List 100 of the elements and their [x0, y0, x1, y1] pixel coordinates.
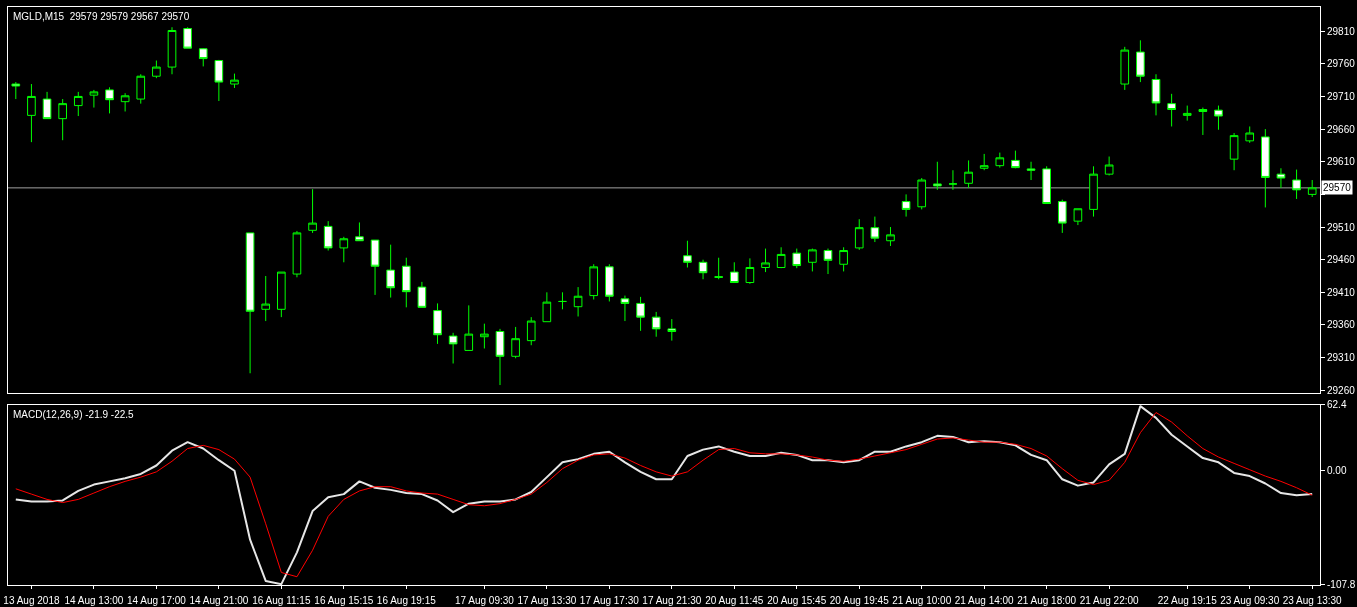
candlestick: [89, 89, 99, 109]
y-tick-label: 29360: [1327, 319, 1356, 331]
chart-title: MACD(12,26,9) -21.9 -22.5: [13, 409, 135, 420]
candlestick: [745, 257, 755, 285]
candlestick: [620, 295, 630, 322]
candlestick: [995, 152, 1005, 169]
candlestick: [152, 60, 161, 79]
candlestick: [401, 257, 411, 308]
candlestick: [433, 302, 442, 345]
candlestick: [792, 248, 802, 269]
candlestick: [73, 91, 83, 117]
candlestick: [261, 275, 271, 322]
x-tick-label: 23 Aug 13:30: [1282, 595, 1343, 606]
candlestick: [698, 259, 708, 280]
y-tick-label: 0.00: [1327, 465, 1347, 477]
x-tick-label: 16 Aug 19:15: [376, 595, 437, 606]
x-tick-label: 20 Aug 19:45: [829, 595, 890, 606]
x-tick-label: 17 Aug 17:30: [579, 595, 640, 606]
candlestick: [979, 153, 989, 171]
candlestick: [714, 257, 723, 280]
candlestick: [105, 86, 114, 114]
ref-line-label: 29570: [1323, 182, 1352, 193]
candlestick: [495, 328, 505, 386]
candlestick: [901, 193, 911, 218]
candlestick: [823, 248, 833, 275]
candlestick: [573, 286, 583, 317]
y-tick-label: 29760: [1327, 58, 1356, 70]
x-tick-label: 14 Aug 17:00: [126, 595, 187, 606]
candlestick: [589, 263, 599, 300]
y-tick-label: 62.4: [1327, 399, 1347, 411]
candlestick: [683, 240, 692, 269]
x-tick-label: 17 Aug 21:30: [642, 595, 702, 606]
candlestick: [1011, 150, 1020, 169]
y-tick-label: 29810: [1327, 25, 1356, 37]
candlestick: [1229, 132, 1239, 171]
candlestick: [1214, 105, 1223, 131]
y-tick-label: 29260: [1327, 384, 1356, 396]
y-tick-label: 29410: [1327, 286, 1356, 298]
candlestick: [136, 73, 146, 105]
y-tick-label: 29310: [1327, 352, 1356, 364]
candlestick: [308, 188, 317, 234]
candlestick: [776, 246, 786, 269]
candlestick: [167, 26, 177, 75]
x-tick-label: 17 Aug 13:30: [517, 595, 577, 606]
candlestick: [636, 296, 645, 332]
candlestick: [1042, 165, 1051, 205]
y-tick-label: 29510: [1327, 221, 1356, 233]
x-tick-label: 20 Aug 11:45: [705, 595, 764, 606]
candlestick: [198, 47, 208, 67]
y-tick-label: -107.8: [1327, 579, 1356, 591]
candlestick: [11, 81, 21, 100]
candlestick: [1073, 208, 1083, 226]
candlestick: [1182, 105, 1192, 122]
candlestick: [870, 216, 880, 243]
candlestick: [245, 232, 255, 374]
x-tick-label: 21 Aug 18:00: [1017, 595, 1077, 606]
candlestick: [370, 239, 380, 296]
candlestick: [1120, 46, 1130, 91]
candlestick: [1136, 39, 1145, 83]
x-tick-label: 21 Aug 22:00: [1079, 595, 1140, 606]
candlestick: [1104, 156, 1114, 176]
candlestick: [761, 248, 770, 273]
candlestick: [933, 161, 942, 191]
x-tick-label: 22 Aug 19:15: [1157, 595, 1218, 606]
x-tick-label: 13 Aug 2018: [3, 595, 60, 606]
candlestick: [355, 221, 364, 242]
candlestick: [542, 291, 552, 323]
x-tick-label: 21 Aug 10:00: [892, 595, 952, 606]
x-tick-label: 17 Aug 09:30: [454, 595, 515, 606]
candlestick: [651, 311, 661, 338]
candlestick: [964, 159, 973, 189]
candlestick: [1292, 169, 1301, 200]
candlestick: [605, 263, 614, 302]
x-tick-label: 16 Aug 15:15: [314, 595, 374, 606]
candlestick: [917, 177, 927, 210]
candlestick: [839, 246, 848, 272]
candlestick: [729, 261, 739, 284]
candlestick: [386, 244, 395, 299]
y-tick-label: 29660: [1327, 123, 1356, 135]
candlestick: [448, 332, 458, 364]
chart-title: MGLD,M15 29579 29579 29567 29570: [13, 11, 190, 22]
x-tick-label: 21 Aug 14:00: [954, 595, 1015, 606]
x-tick-label: 16 Aug 11:15: [252, 595, 311, 606]
candlestick: [120, 92, 130, 112]
x-tick-label: 14 Aug 13:00: [64, 595, 124, 606]
candlestick: [42, 91, 52, 120]
x-tick-label: 20 Aug 15:45: [767, 595, 827, 606]
candlestick: [1261, 128, 1270, 208]
candlestick: [480, 323, 489, 349]
candlestick: [1026, 161, 1036, 181]
candlestick: [558, 291, 567, 310]
x-tick-label: 23 Aug 09:30: [1220, 595, 1280, 606]
x-tick-label: 14 Aug 21:00: [189, 595, 249, 606]
candlestick: [339, 236, 349, 263]
candlestick: [183, 26, 192, 49]
candlestick: [854, 218, 864, 251]
candlestick: [511, 326, 520, 359]
y-tick-label: 29610: [1327, 156, 1356, 168]
candlestick: [1057, 199, 1067, 234]
candlestick: [886, 226, 895, 247]
